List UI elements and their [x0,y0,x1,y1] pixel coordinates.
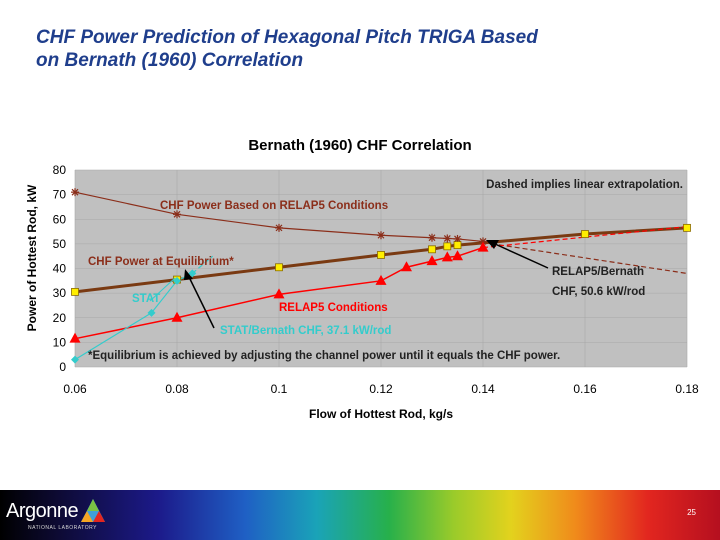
y-tick-label: 70 [53,188,67,202]
stat-label: STAT [132,293,160,305]
chart-title: Bernath (1960) CHF Correlation [248,137,471,154]
logo-wordmark: Argonne [6,500,79,522]
y-tick-label: 30 [53,286,67,300]
chf-equilibrium-label: CHF Power at Equilibrium* [88,256,234,268]
dashed-note: Dashed implies linear extrapolation. [486,179,683,191]
relap5-point [452,250,463,261]
stat-label-pointer [149,277,176,302]
chf-relap5-point [275,223,283,232]
relap5-line-extrapolated [482,226,688,249]
stat-bernath-arrow [188,276,215,329]
chf-relap5-point [377,231,385,240]
footer-bar: Argonne NATIONAL LABORATORY 25 [0,490,720,540]
stat-point [173,276,181,285]
relap5-bernath-label-line2: CHF, 50.6 kW/rod [552,286,645,298]
chf-equilibrium-point [428,245,436,254]
slide-title-line2: on Bernath (1960) Correlation [36,50,304,71]
slide-title: CHF Power Prediction of Hexagonal Pitch … [36,26,676,72]
slide-title-line1: CHF Power Prediction of Hexagonal Pitch … [36,27,538,48]
relap5-label: RELAP5 Conditions [279,302,388,314]
x-tick-label: 0.1 [271,382,288,396]
chf-relap5-point [428,233,436,242]
y-tick-label: 10 [53,335,67,349]
x-tick-label: 0.08 [165,382,189,396]
y-axis-label: Power of Hottest Rod, kW [25,184,39,331]
chf-relap5-line-extrapolated [482,241,688,275]
chf-equilibrium-point [275,263,283,272]
x-tick-label: 0.16 [573,382,597,396]
x-tick-label: 0.18 [675,382,699,396]
relap5-point [273,288,285,299]
stat-line-extrapolated [191,255,214,274]
y-tick-label: 40 [53,262,67,276]
relap5-point [375,274,387,285]
stat-point [188,269,197,278]
y-tick-label: 50 [53,237,67,251]
relap5-point [401,261,412,272]
x-axis-label: Flow of Hottest Rod, kg/s [309,407,453,421]
stat-bernath-label: STAT/Bernath CHF, 37.1 kW/rod [220,325,391,337]
stat-bernath-arrowhead [184,269,193,280]
y-tick-label: 80 [53,163,67,177]
y-tick-label: 0 [59,360,66,374]
equilibrium-note: *Equilibrium is achieved by adjusting th… [88,350,560,362]
relap5-point [477,241,489,252]
stat-point [147,308,156,317]
argonne-logo: Argonne NATIONAL LABORATORY [6,498,136,534]
x-tick-label: 0.14 [471,382,495,396]
relap5-point [441,251,453,262]
chf-chart: Bernath (1960) CHF Correlation Power of … [25,137,699,421]
chf-equilibrium-point [581,230,589,238]
chf-equilibrium-point [443,242,452,251]
chf-equilibrium-point [377,251,385,259]
y-tick-label: 60 [53,212,67,226]
x-tick-label: 0.12 [369,382,393,396]
series-group [69,188,691,364]
relap5-bernath-arrowhead [486,240,499,249]
y-tick-label: 20 [53,311,67,325]
argonne-logo-mark-icon [81,499,105,522]
chf-relap5-label: CHF Power Based on RELAP5 Conditions [160,200,388,212]
x-tick-label: 0.06 [63,382,87,396]
chf-relap5-point [71,188,79,197]
chf-relap5-point [173,210,181,219]
relap5-point [69,332,81,343]
relap5-point [426,255,438,266]
gridlines [74,169,688,368]
chf-equilibrium-point [71,287,79,296]
axis-ticks: 0.06 0.08 0.1 0.12 0.14 0.16 0.18 0 10 20 30 40 50 60… [53,163,699,396]
chf-relap5-point [443,234,452,243]
stat-point [71,355,79,364]
relap5-bernath-arrow [494,243,549,269]
chf-equilibrium-point [453,241,462,250]
chf-equilibrium-point [683,223,691,232]
relap5-bernath-label-line1: RELAP5/Bernath [552,266,644,278]
relap5-point [171,311,183,322]
logo-subtext: NATIONAL LABORATORY [28,525,97,531]
page-number: 25 [687,508,696,517]
